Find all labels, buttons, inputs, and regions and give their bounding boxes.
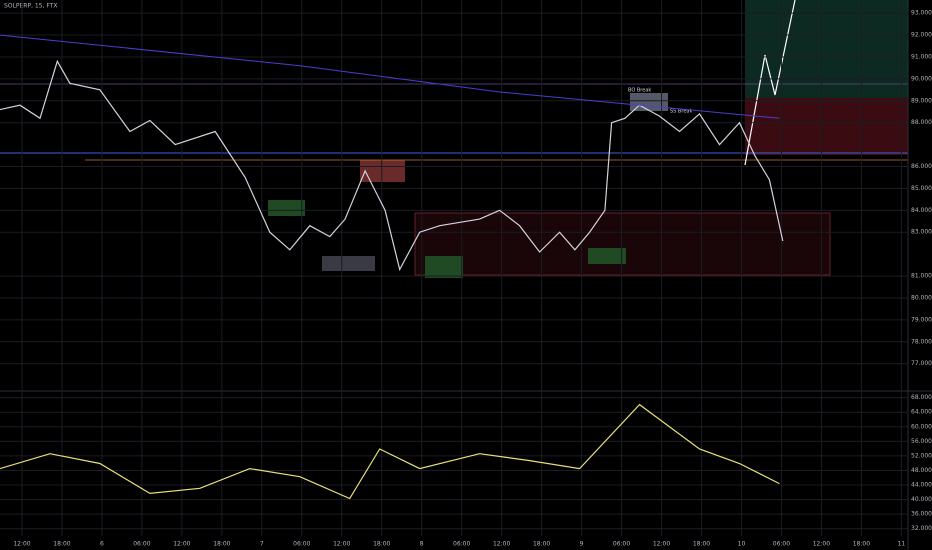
x-tick-label: 18:00 xyxy=(533,541,550,548)
y-tick-label: 80.0000 xyxy=(911,294,932,301)
x-tick-label: 06:00 xyxy=(293,541,310,548)
y-tick-label: 79.0000 xyxy=(911,316,932,323)
series-line xyxy=(0,403,780,500)
y-tick-label: 64.0000 xyxy=(911,409,932,416)
x-tick-label: 12:00 xyxy=(13,541,30,548)
series-line xyxy=(0,34,780,119)
demand-box xyxy=(268,200,305,216)
y-tick-label: 56.0000 xyxy=(911,438,932,445)
y-tick-label: 85.0000 xyxy=(911,185,932,192)
x-tick-label: 7 xyxy=(260,541,264,548)
range-box xyxy=(322,256,375,271)
x-tick-label: 18:00 xyxy=(213,541,230,548)
x-tick-label: 06:00 xyxy=(773,541,790,548)
y-tick-label: 91.0000 xyxy=(911,53,932,60)
y-tick-label: 52.0000 xyxy=(911,452,932,459)
y-tick-label: 86.0000 xyxy=(911,163,932,170)
y-tick-label: 77.0000 xyxy=(911,360,932,367)
y-tick-label: 60.0000 xyxy=(911,423,932,430)
y-tick-label: 84.0000 xyxy=(911,207,932,214)
y-tick-label: 89.0000 xyxy=(911,97,932,104)
demand-box xyxy=(414,212,831,276)
y-tick-label: 83.0000 xyxy=(911,229,932,236)
y-tick-label: 44.0000 xyxy=(911,482,932,489)
y-tick-label: 90.0000 xyxy=(911,75,932,82)
y-tick-label: 78.0000 xyxy=(911,338,932,345)
y-tick-label: 92.0000 xyxy=(911,32,932,39)
annotation: SS Break xyxy=(670,109,692,115)
stop-zone xyxy=(745,98,908,155)
y-tick-label: 81.0000 xyxy=(911,273,932,280)
x-tick-label: 9 xyxy=(580,541,584,548)
x-tick-label: 11 xyxy=(898,541,906,548)
y-tick-label: 88.0000 xyxy=(911,119,932,126)
demand-box xyxy=(588,248,626,264)
x-tick-label: 8 xyxy=(420,541,424,548)
x-tick-label: 06:00 xyxy=(133,541,150,548)
x-tick-label: 06:00 xyxy=(613,541,630,548)
x-tick-label: 12:00 xyxy=(813,541,830,548)
x-tick-label: 18:00 xyxy=(373,541,390,548)
x-tick-label: 12:00 xyxy=(333,541,350,548)
y-tick-label: 40.0000 xyxy=(911,496,932,503)
x-tick-label: 18:00 xyxy=(53,541,70,548)
projection xyxy=(744,0,796,166)
chart-title: SOLPERP, 15, FTX xyxy=(4,3,57,10)
x-tick-label: 6 xyxy=(100,541,104,548)
demand-box xyxy=(425,256,463,278)
supply-box xyxy=(360,160,405,182)
target-zone xyxy=(745,0,908,98)
x-tick-label: 10 xyxy=(738,541,746,548)
x-tick-label: 12:00 xyxy=(493,541,510,548)
x-tick-label: 18:00 xyxy=(693,541,710,548)
y-tick-label: 48.0000 xyxy=(911,467,932,474)
x-tick-label: 12:00 xyxy=(653,541,670,548)
y-tick-label: 68.0000 xyxy=(911,394,932,401)
x-tick-label: 12:00 xyxy=(173,541,190,548)
annotation: BO Break xyxy=(628,88,651,94)
y-tick-label: 32.0000 xyxy=(911,525,932,532)
y-tick-label: 36.0000 xyxy=(911,511,932,518)
x-tick-label: 18:00 xyxy=(853,541,870,548)
series-line xyxy=(0,59,784,272)
y-tick-label: 93.0000 xyxy=(911,10,932,17)
x-tick-label: 06:00 xyxy=(453,541,470,548)
